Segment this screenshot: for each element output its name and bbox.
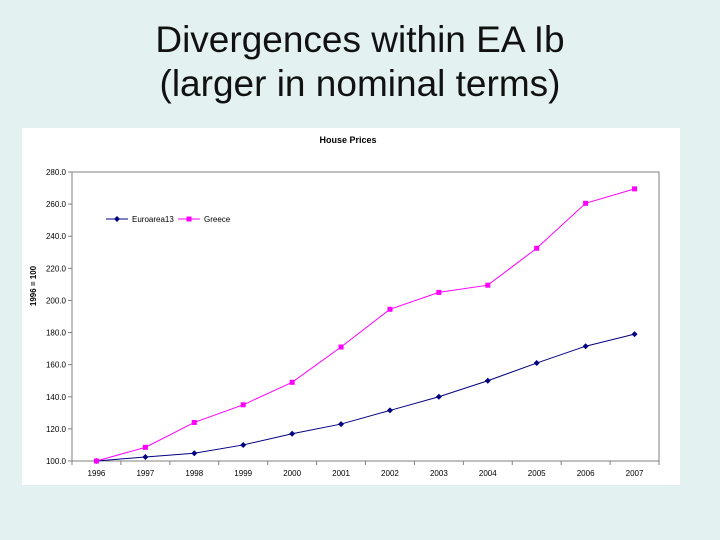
x-tick-label: 1996 (88, 469, 106, 478)
x-tick-label: 2005 (528, 469, 546, 478)
y-tick-label: 120.0 (46, 425, 67, 434)
x-axis: 1996 1997 1998 1999 2000 2001 2002 2003 2004 2005… (71, 461, 660, 478)
x-tick-label: 1999 (234, 469, 252, 478)
x-tick-label: 2003 (430, 469, 448, 478)
euroarea13-point (582, 343, 589, 350)
y-tick-label: 260.0 (46, 200, 67, 209)
y-tick-label: 220.0 (46, 264, 67, 273)
slide-title-line-1: Divergences within EA Ib (155, 19, 565, 60)
greece-point (93, 458, 99, 464)
slide-title: Divergences within EA Ib (larger in nomi… (0, 18, 720, 106)
greece-line (96, 188, 635, 462)
greece-point (534, 245, 540, 251)
greece-point (338, 344, 344, 350)
euroarea13-line (96, 333, 635, 462)
y-tick-label: 240.0 (46, 232, 67, 241)
plot-area (71, 171, 660, 462)
greece-point (485, 282, 491, 288)
y-axis: 100.0 120.0 140.0 160.0 180.0 200.0 220.0 240.0… (46, 168, 72, 466)
chart-title: House Prices (319, 135, 376, 145)
x-tick-label: 2002 (381, 469, 399, 478)
y-tick-label: 180.0 (46, 329, 67, 338)
x-tick-label: 1998 (185, 469, 203, 478)
series-layer (93, 186, 638, 464)
x-tick-label: 2000 (283, 469, 301, 478)
y-axis-label: 1996 = 100 (29, 265, 38, 306)
greece-point (240, 402, 246, 408)
greece-point (583, 200, 589, 206)
euroarea13-point (386, 407, 393, 414)
y-tick-label: 200.0 (46, 296, 67, 305)
x-tick-label: 2004 (479, 469, 497, 478)
euroarea13-point (631, 331, 638, 338)
legend-marker-euroarea13 (114, 216, 120, 222)
greece-point (142, 444, 148, 450)
euroarea13-point (289, 430, 296, 437)
euroarea13-point (533, 360, 540, 367)
x-tick-label: 1997 (136, 469, 154, 478)
x-tick-label: 2006 (577, 469, 595, 478)
y-tick-label: 160.0 (46, 361, 67, 370)
euroarea13-point (191, 450, 198, 457)
greece-point (436, 289, 442, 295)
chart-panel: House Prices 1996 = 100 100.0 120.0 140.0 1… (22, 128, 680, 485)
legend-label-euroarea13: Euroarea13 (132, 215, 174, 224)
euroarea13-point (240, 441, 247, 448)
legend-label-greece: Greece (204, 215, 231, 224)
y-tick-label: 140.0 (46, 393, 67, 402)
slide-title-line-2: (larger in nominal terms) (159, 63, 561, 104)
greece-point (632, 186, 638, 192)
house-prices-chart: House Prices 1996 = 100 100.0120.0140.01… (29, 135, 660, 478)
y-tick-label: 280.0 (46, 168, 67, 177)
x-tick-label: 2001 (332, 469, 350, 478)
legend-marker-greece (186, 216, 192, 222)
euroarea13-point (338, 421, 345, 428)
x-tick-label: 2007 (626, 469, 644, 478)
greece-point (387, 306, 393, 312)
greece-point (289, 379, 295, 385)
legend: Euroarea13 Greece (106, 215, 231, 224)
greece-point (191, 419, 197, 425)
y-tick-label: 100.0 (46, 457, 67, 466)
euroarea13-point (435, 393, 442, 400)
euroarea13-point (142, 453, 149, 460)
euroarea13-point (484, 377, 491, 384)
